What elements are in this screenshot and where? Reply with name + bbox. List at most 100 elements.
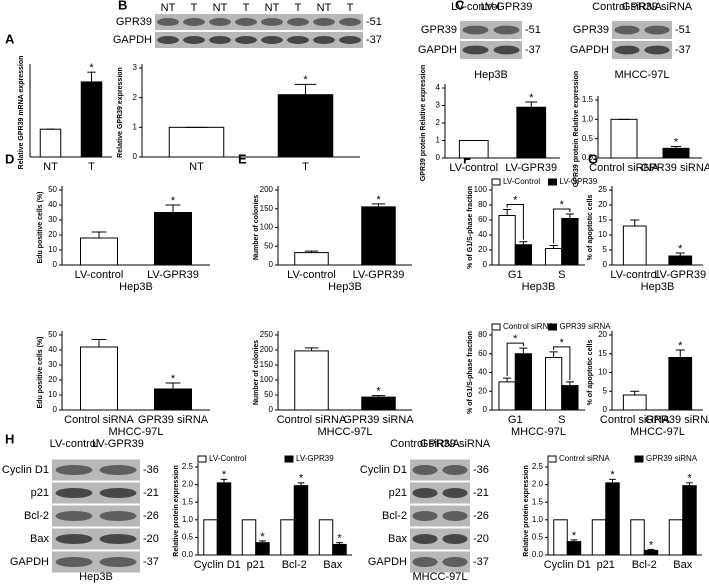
blot-band — [462, 45, 489, 55]
blot-band — [412, 510, 438, 522]
blot-strip — [460, 41, 522, 59]
bar — [516, 106, 547, 159]
significance-mark: * — [560, 199, 565, 211]
blot-strip — [155, 32, 363, 48]
y-tick-label: 0 — [269, 260, 274, 269]
x-tick-label: Bcl-2 — [282, 559, 307, 571]
y-axis-label: % of G1/S-phase fraction — [467, 186, 474, 269]
y-tick-label: 0 — [483, 405, 488, 414]
blot-column-label: T — [243, 2, 250, 14]
y-tick-label: 200 — [260, 345, 274, 354]
blot-caption: Hep3B — [79, 571, 113, 583]
y-axis-label: Edu positive cells (%) — [37, 192, 44, 264]
blot-band — [339, 36, 361, 44]
x-tick-label: LV-control — [449, 162, 498, 174]
blot-strip — [612, 21, 672, 39]
bar — [682, 485, 697, 556]
y-tick-label: 1.0 — [532, 515, 544, 524]
y-tick-label: 10 — [48, 390, 57, 399]
y-tick-label: 4 — [436, 83, 441, 92]
blot-column-label: GPR39 siRNA — [420, 438, 491, 450]
y-tick-label: 1.0 — [182, 515, 194, 524]
panel-letter: D — [5, 151, 14, 166]
blot-row-label: GPR39 — [573, 24, 609, 36]
y-tick-label: 3 — [133, 63, 138, 72]
x-tick-label: LV-GPR39 — [654, 269, 706, 281]
blot-band — [442, 487, 468, 499]
y-axis-label: Number of colonies — [253, 340, 260, 405]
blot-size-label: -20 — [473, 533, 489, 545]
blot-caption: Hep3B — [474, 69, 508, 81]
x-tick-label: LV-control — [287, 269, 336, 281]
y-tick-label: 2 — [133, 93, 138, 102]
blot-band — [493, 45, 520, 55]
blot-size-label: -51 — [675, 24, 691, 36]
x-tick-label: Control siRNA — [64, 414, 134, 426]
blot-column-label: Control siRNA — [592, 1, 662, 13]
blot-band — [157, 18, 179, 26]
blot-strip — [52, 505, 140, 527]
bar — [561, 218, 579, 266]
blot-caption: MHCC-97L — [412, 571, 467, 583]
x-tick-label: LV-GPR39 — [147, 269, 199, 281]
blot-column-label: LV-GPR39 — [481, 1, 533, 13]
y-tick-label: 40 — [48, 345, 57, 354]
bar — [553, 519, 568, 556]
blot-column-label: LV-GPR39 — [92, 438, 144, 450]
y-tick-label: 80 — [478, 330, 487, 339]
blot-strip — [410, 505, 470, 527]
blot-band — [261, 36, 283, 44]
y-tick-label: 50 — [48, 185, 57, 194]
y-tick-label: 0.5 — [582, 134, 594, 143]
y-tick-label: 20 — [48, 375, 57, 384]
panel-letter: E — [238, 151, 247, 166]
y-tick-label: 1.5 — [582, 95, 594, 104]
significance-mark: * — [529, 92, 534, 104]
blot-row-label: GAPDH — [570, 44, 609, 56]
bar — [332, 543, 347, 556]
bar — [241, 519, 257, 556]
blot-band — [339, 18, 361, 26]
y-tick-label: 0 — [603, 260, 608, 269]
y-tick-label: 0.0 — [532, 550, 544, 559]
y-tick-label: 15 — [598, 215, 607, 224]
y-tick-label: 0 — [436, 153, 441, 162]
y-tick-label: 2 — [436, 118, 441, 127]
legend-label: LV-Control — [209, 454, 246, 463]
significance-mark: * — [513, 333, 518, 345]
panel-letter: G — [588, 151, 598, 166]
blot-band — [412, 464, 438, 476]
y-tick-label: 150 — [260, 360, 274, 369]
bar — [80, 346, 118, 411]
x-tick-label: NT — [43, 161, 58, 173]
blot-size-label: -37 — [143, 556, 159, 568]
blot-band — [493, 25, 520, 35]
y-tick-label: 150 — [260, 204, 274, 213]
bar — [591, 519, 607, 556]
y-tick-label: 15 — [598, 349, 607, 358]
legend-swatch — [284, 455, 294, 463]
blot-column-label: NT — [265, 2, 280, 14]
x-tick-label: LV-control — [75, 269, 124, 281]
blot-size-label: -21 — [473, 487, 489, 499]
y-axis-label: GPR39 protein Relative expression — [420, 65, 427, 181]
y-tick-label: 0.5 — [182, 533, 194, 542]
blot-band — [235, 18, 257, 26]
y-axis-label: % of G1/S-phase fraction — [467, 331, 474, 414]
x-tick-label: Control siRNA — [277, 414, 347, 426]
y-tick-label: 1.5 — [532, 497, 544, 506]
x-axis-label: Hep3B — [641, 281, 675, 293]
blot-band — [183, 18, 205, 26]
blot-band — [55, 464, 93, 476]
x-tick-label: G1 — [508, 269, 523, 281]
bar — [154, 388, 192, 411]
significance-mark: * — [610, 469, 615, 481]
y-axis-label: % of apoptotic cells — [587, 195, 594, 261]
bar — [216, 482, 232, 556]
y-tick-label: 1 — [133, 122, 138, 131]
blot-band — [55, 533, 93, 545]
x-axis-label: MHCC-97L — [317, 426, 372, 438]
blot-band — [55, 487, 93, 499]
blot-band — [644, 45, 670, 55]
x-tick-label: Bcl-2 — [632, 559, 657, 571]
